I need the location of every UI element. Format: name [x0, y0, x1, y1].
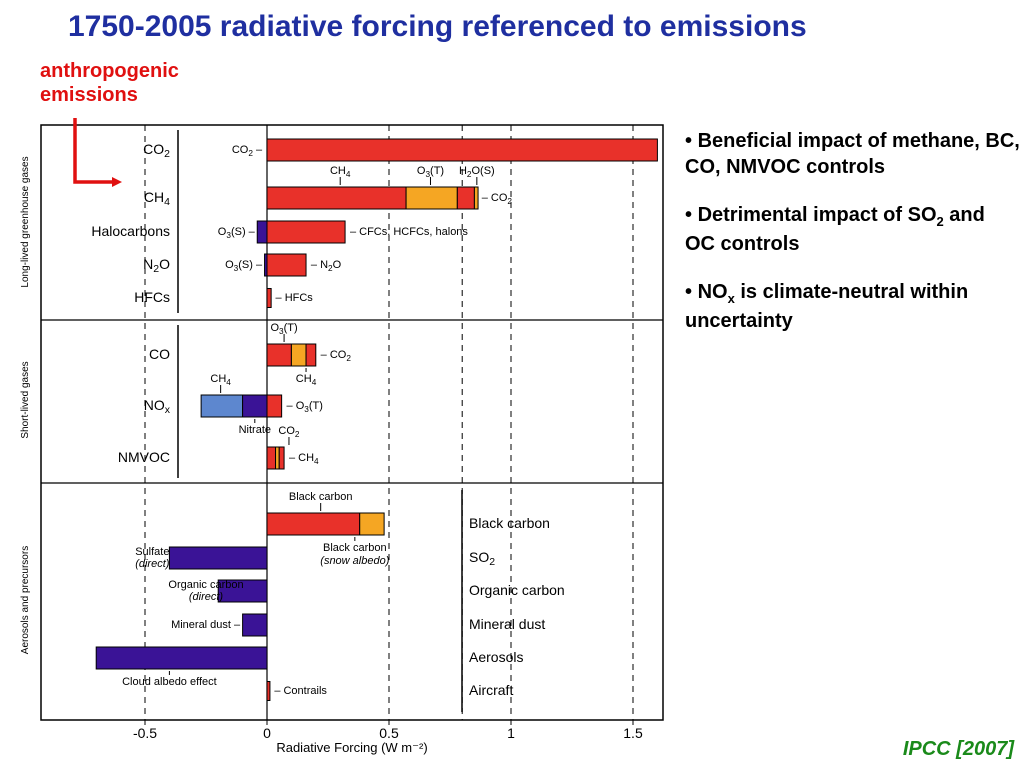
bar-annotation: Sulfate — [135, 546, 169, 558]
bar-segment — [275, 446, 280, 470]
bar-annotation: CH4 — [296, 373, 317, 387]
category-label: Halocarbons — [91, 223, 170, 239]
bar-segment — [242, 394, 268, 418]
category-label: Mineral dust — [469, 616, 545, 632]
bar-segment — [242, 613, 268, 637]
bar-segment — [405, 186, 458, 210]
bullet-2: • Detrimental impact of SO2 and OC contr… — [685, 204, 985, 255]
bar-annotation: CO2 – — [232, 144, 263, 158]
bar-segment — [266, 186, 407, 210]
group-label: Long-lived greenhouse gases — [20, 156, 31, 287]
bar-annotation: O3(S) – — [218, 226, 256, 240]
bar-segment — [278, 446, 285, 470]
annotation-line-1: anthropogenic — [40, 60, 179, 82]
bar-annotation: Black carbon — [289, 491, 353, 503]
category-label: CO2 — [143, 141, 170, 160]
bar-annotation: Mineral dust – — [171, 619, 241, 631]
category-label: Organic carbon — [469, 582, 565, 598]
bullet-3: • NOx is climate-neutral within uncertai… — [685, 280, 969, 332]
x-tick-label: 0.5 — [379, 725, 399, 741]
bar-annotation: CO2 — [278, 425, 300, 439]
annotation-line-2: emissions — [40, 83, 138, 106]
bar-annotation: – CH4 — [289, 452, 319, 466]
x-tick-label: -0.5 — [133, 725, 157, 741]
bar-annotation: – Contrails — [274, 685, 327, 697]
slide-title: 1750-2005 radiative forcing referenced t… — [68, 10, 807, 43]
bar-annotation: O3(T) — [417, 165, 444, 179]
bar-annotation: CH4 — [210, 373, 231, 387]
bar-segment — [473, 186, 479, 210]
bar-segment — [200, 394, 244, 418]
bar-segment — [266, 288, 272, 308]
plot-frame — [40, 124, 664, 721]
bar-annotation: – CFCs, HCFCs, halons — [350, 226, 468, 238]
bar-segment — [95, 646, 268, 670]
x-tick-label: 1.5 — [623, 725, 643, 741]
bar-segment — [217, 579, 268, 603]
category-label: Aerosols — [469, 649, 523, 665]
bar-annotation: – CO2 — [321, 349, 352, 363]
bar-segment — [266, 446, 277, 470]
category-label: SO2 — [469, 549, 495, 568]
bar-annotation: – N2O — [311, 259, 342, 273]
bar-annotation: (direct) — [189, 591, 224, 603]
bar-annotation: (snow albedo) — [320, 555, 389, 567]
bar-segment — [256, 220, 268, 244]
x-tick-label: 0 — [263, 725, 271, 741]
category-label: CO — [149, 346, 170, 362]
bar-annotation: (direct) — [135, 558, 170, 570]
category-label: NMVOC — [118, 449, 170, 465]
category-label: NOx — [144, 397, 171, 416]
bar-segment — [456, 186, 475, 210]
citation: IPCC [2007] — [902, 738, 1014, 760]
category-label: HFCs — [134, 289, 170, 305]
bar-segment — [266, 220, 346, 244]
bar-annotation: – O3(T) — [287, 400, 323, 414]
bar-annotation: – HFCs — [276, 292, 314, 304]
bar-annotation: – CO2 — [482, 192, 513, 206]
bar-segment — [168, 546, 268, 570]
bar-annotation: O3(T) — [270, 322, 297, 336]
bar-segment — [305, 343, 317, 367]
bar-annotation: Nitrate — [239, 424, 271, 436]
bar-segment — [266, 253, 307, 277]
bar-annotation: O3(S) – — [225, 259, 263, 273]
bar-annotation: Organic carbon — [168, 579, 243, 591]
category-label: Aircraft — [469, 682, 513, 698]
x-axis-label: Radiative Forcing (W m⁻²) — [276, 740, 427, 755]
bullet-list: • Beneficial impact of methane, BC, CO, … — [685, 128, 1020, 356]
bar-segment — [359, 512, 385, 536]
emissions-annotation: anthropogenic emissions — [40, 60, 179, 107]
bar-annotation: Black carbon — [323, 542, 387, 554]
bullet-1: • Beneficial impact of methane, BC, CO, … — [685, 130, 1020, 178]
bar-segment — [290, 343, 307, 367]
bar-annotation: Cloud albedo effect — [122, 676, 217, 688]
group-label: Short-lived gases — [20, 361, 31, 438]
bar-segment — [266, 138, 658, 162]
annotation-arrow — [73, 118, 122, 187]
bar-segment — [266, 394, 283, 418]
group-label: Aerosols and precursors — [20, 546, 31, 654]
bar-annotation: CH4 — [330, 165, 351, 179]
bar-segment — [266, 512, 361, 536]
bar-segment — [266, 681, 271, 701]
category-label: CH4 — [144, 189, 170, 208]
category-label: Black carbon — [469, 515, 550, 531]
category-label: N2O — [143, 256, 170, 275]
x-tick-label: 1 — [507, 725, 515, 741]
bar-segment — [266, 343, 292, 367]
bar-annotation: H2O(S) — [459, 165, 495, 179]
